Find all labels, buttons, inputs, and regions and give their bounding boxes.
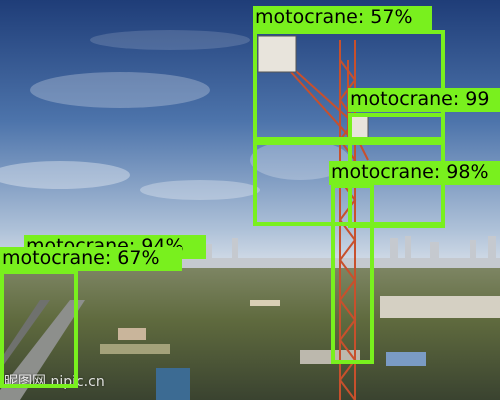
detection-label: motocrane: 57% bbox=[253, 6, 432, 30]
detection-label: motocrane: 98% bbox=[329, 161, 500, 185]
detection-label: motocrane: 67% bbox=[0, 247, 182, 271]
detection-box bbox=[331, 184, 374, 364]
detection-box bbox=[0, 270, 78, 388]
ground bbox=[0, 268, 500, 400]
detection-label: motocrane: 99 bbox=[348, 88, 500, 112]
highway bbox=[0, 300, 85, 400]
sky bbox=[0, 0, 500, 270]
